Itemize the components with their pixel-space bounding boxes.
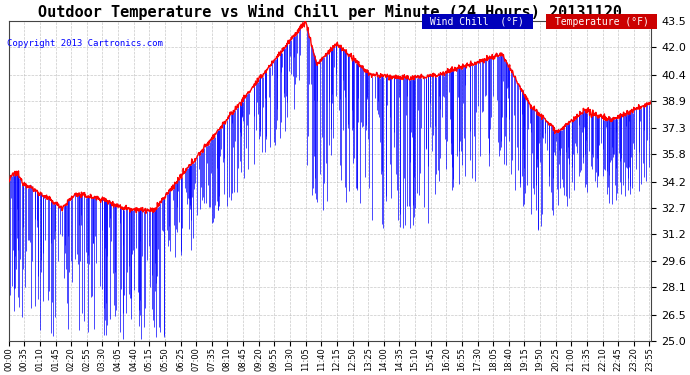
Text: Temperature (°F): Temperature (°F)	[549, 17, 654, 27]
Title: Outdoor Temperature vs Wind Chill per Minute (24 Hours) 20131120: Outdoor Temperature vs Wind Chill per Mi…	[38, 4, 622, 20]
Text: Copyright 2013 Cartronics.com: Copyright 2013 Cartronics.com	[7, 39, 163, 48]
Text: Wind Chill  (°F): Wind Chill (°F)	[424, 17, 530, 27]
